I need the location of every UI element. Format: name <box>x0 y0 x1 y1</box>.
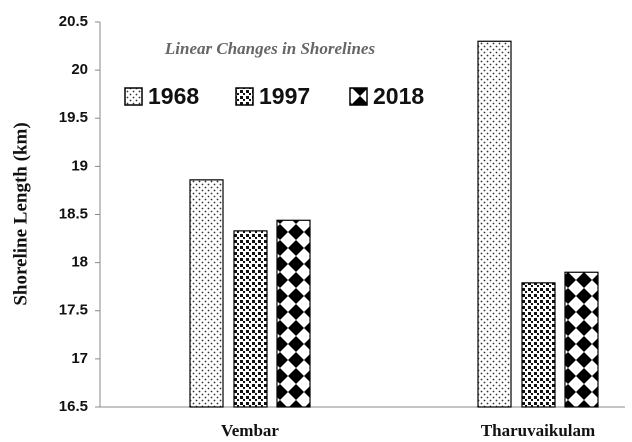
bar <box>477 40 512 408</box>
y-tick-label: 17 <box>71 350 88 367</box>
legend-swatch <box>235 87 254 106</box>
chart-title: Linear Changes in Shorelines <box>164 39 376 58</box>
bar <box>233 230 268 408</box>
bar <box>564 271 599 408</box>
y-tick-label: 18 <box>71 254 88 271</box>
y-tick-label: 19 <box>71 157 88 174</box>
legend-swatch <box>124 87 143 106</box>
bar <box>189 179 224 408</box>
legend-swatch <box>349 87 368 106</box>
bar <box>521 282 556 408</box>
y-tick-label: 17.5 <box>59 302 88 319</box>
legend-label: 1997 <box>259 83 310 109</box>
x-tick-label: Tharuvaikulam <box>481 421 595 440</box>
y-tick-label: 18.5 <box>59 205 88 222</box>
y-axis-label: Shoreline Length (km) <box>10 122 31 305</box>
y-tick-label: 20 <box>71 61 88 78</box>
y-tick-label: 16.5 <box>59 398 88 415</box>
y-tick-label: 19.5 <box>59 109 88 126</box>
y-tick-label: 20.5 <box>59 13 88 30</box>
bar <box>276 219 311 408</box>
legend-label: 1968 <box>148 83 199 109</box>
x-tick-label: Vembar <box>221 421 279 440</box>
legend-label: 2018 <box>373 83 424 109</box>
